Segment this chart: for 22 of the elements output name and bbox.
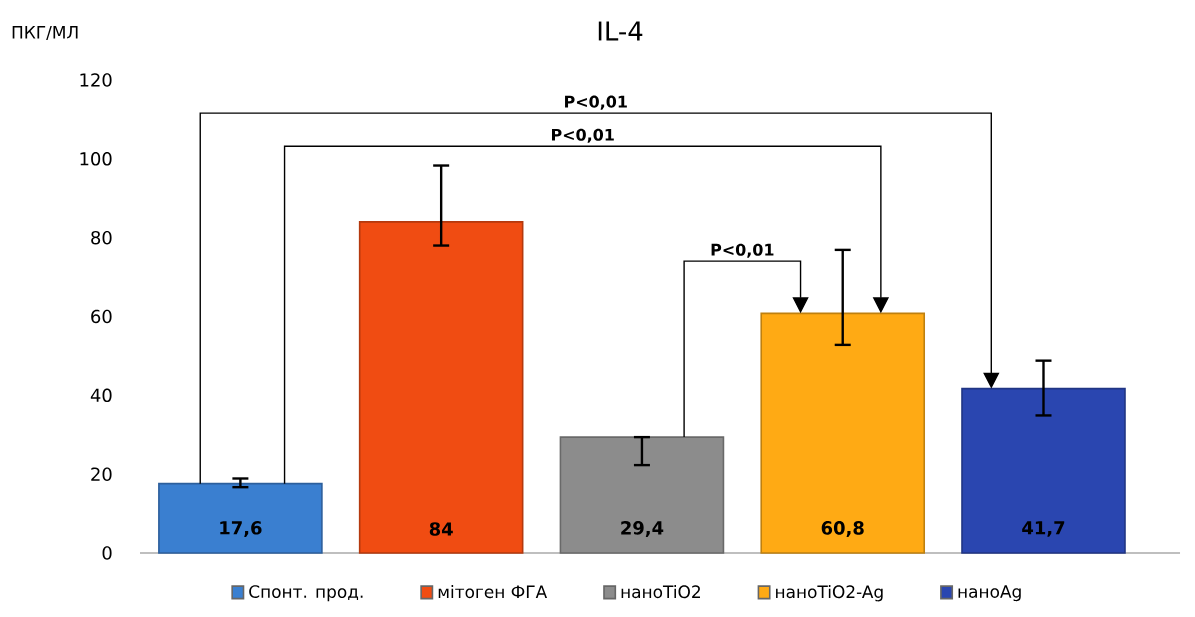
legend-label: наноAg: [958, 585, 1021, 602]
y-axis-title: ПКГ/МЛ: [12, 26, 78, 40]
y-tick-label: 60: [91, 309, 112, 324]
annotation: P<0,01: [711, 243, 774, 258]
y-tick-label: 0: [102, 546, 112, 560]
legend-label: наноTiO2-Ag: [776, 585, 883, 602]
legend-label: мітоген ФГА: [438, 585, 548, 599]
data-label: 41,7: [1022, 521, 1065, 537]
data-label: 60,8: [821, 521, 864, 537]
data-label: 17,6: [220, 521, 262, 537]
y-tick-label: 120: [80, 73, 112, 87]
y-tick-label: 80: [91, 230, 112, 245]
legend-label: Спонт. прод.: [249, 585, 363, 602]
y-tick-label: 20: [91, 467, 112, 481]
data-label: 84: [429, 522, 453, 536]
legend-label: наноTiO2: [621, 585, 700, 599]
chart-title: IL-4: [598, 21, 643, 41]
data-label: 29,4: [621, 521, 664, 537]
y-tick-label: 100: [80, 152, 112, 166]
y-tick-label: 40: [90, 388, 112, 403]
annotation: P<0,01: [552, 128, 614, 143]
annotation: P<0,01: [565, 95, 627, 110]
